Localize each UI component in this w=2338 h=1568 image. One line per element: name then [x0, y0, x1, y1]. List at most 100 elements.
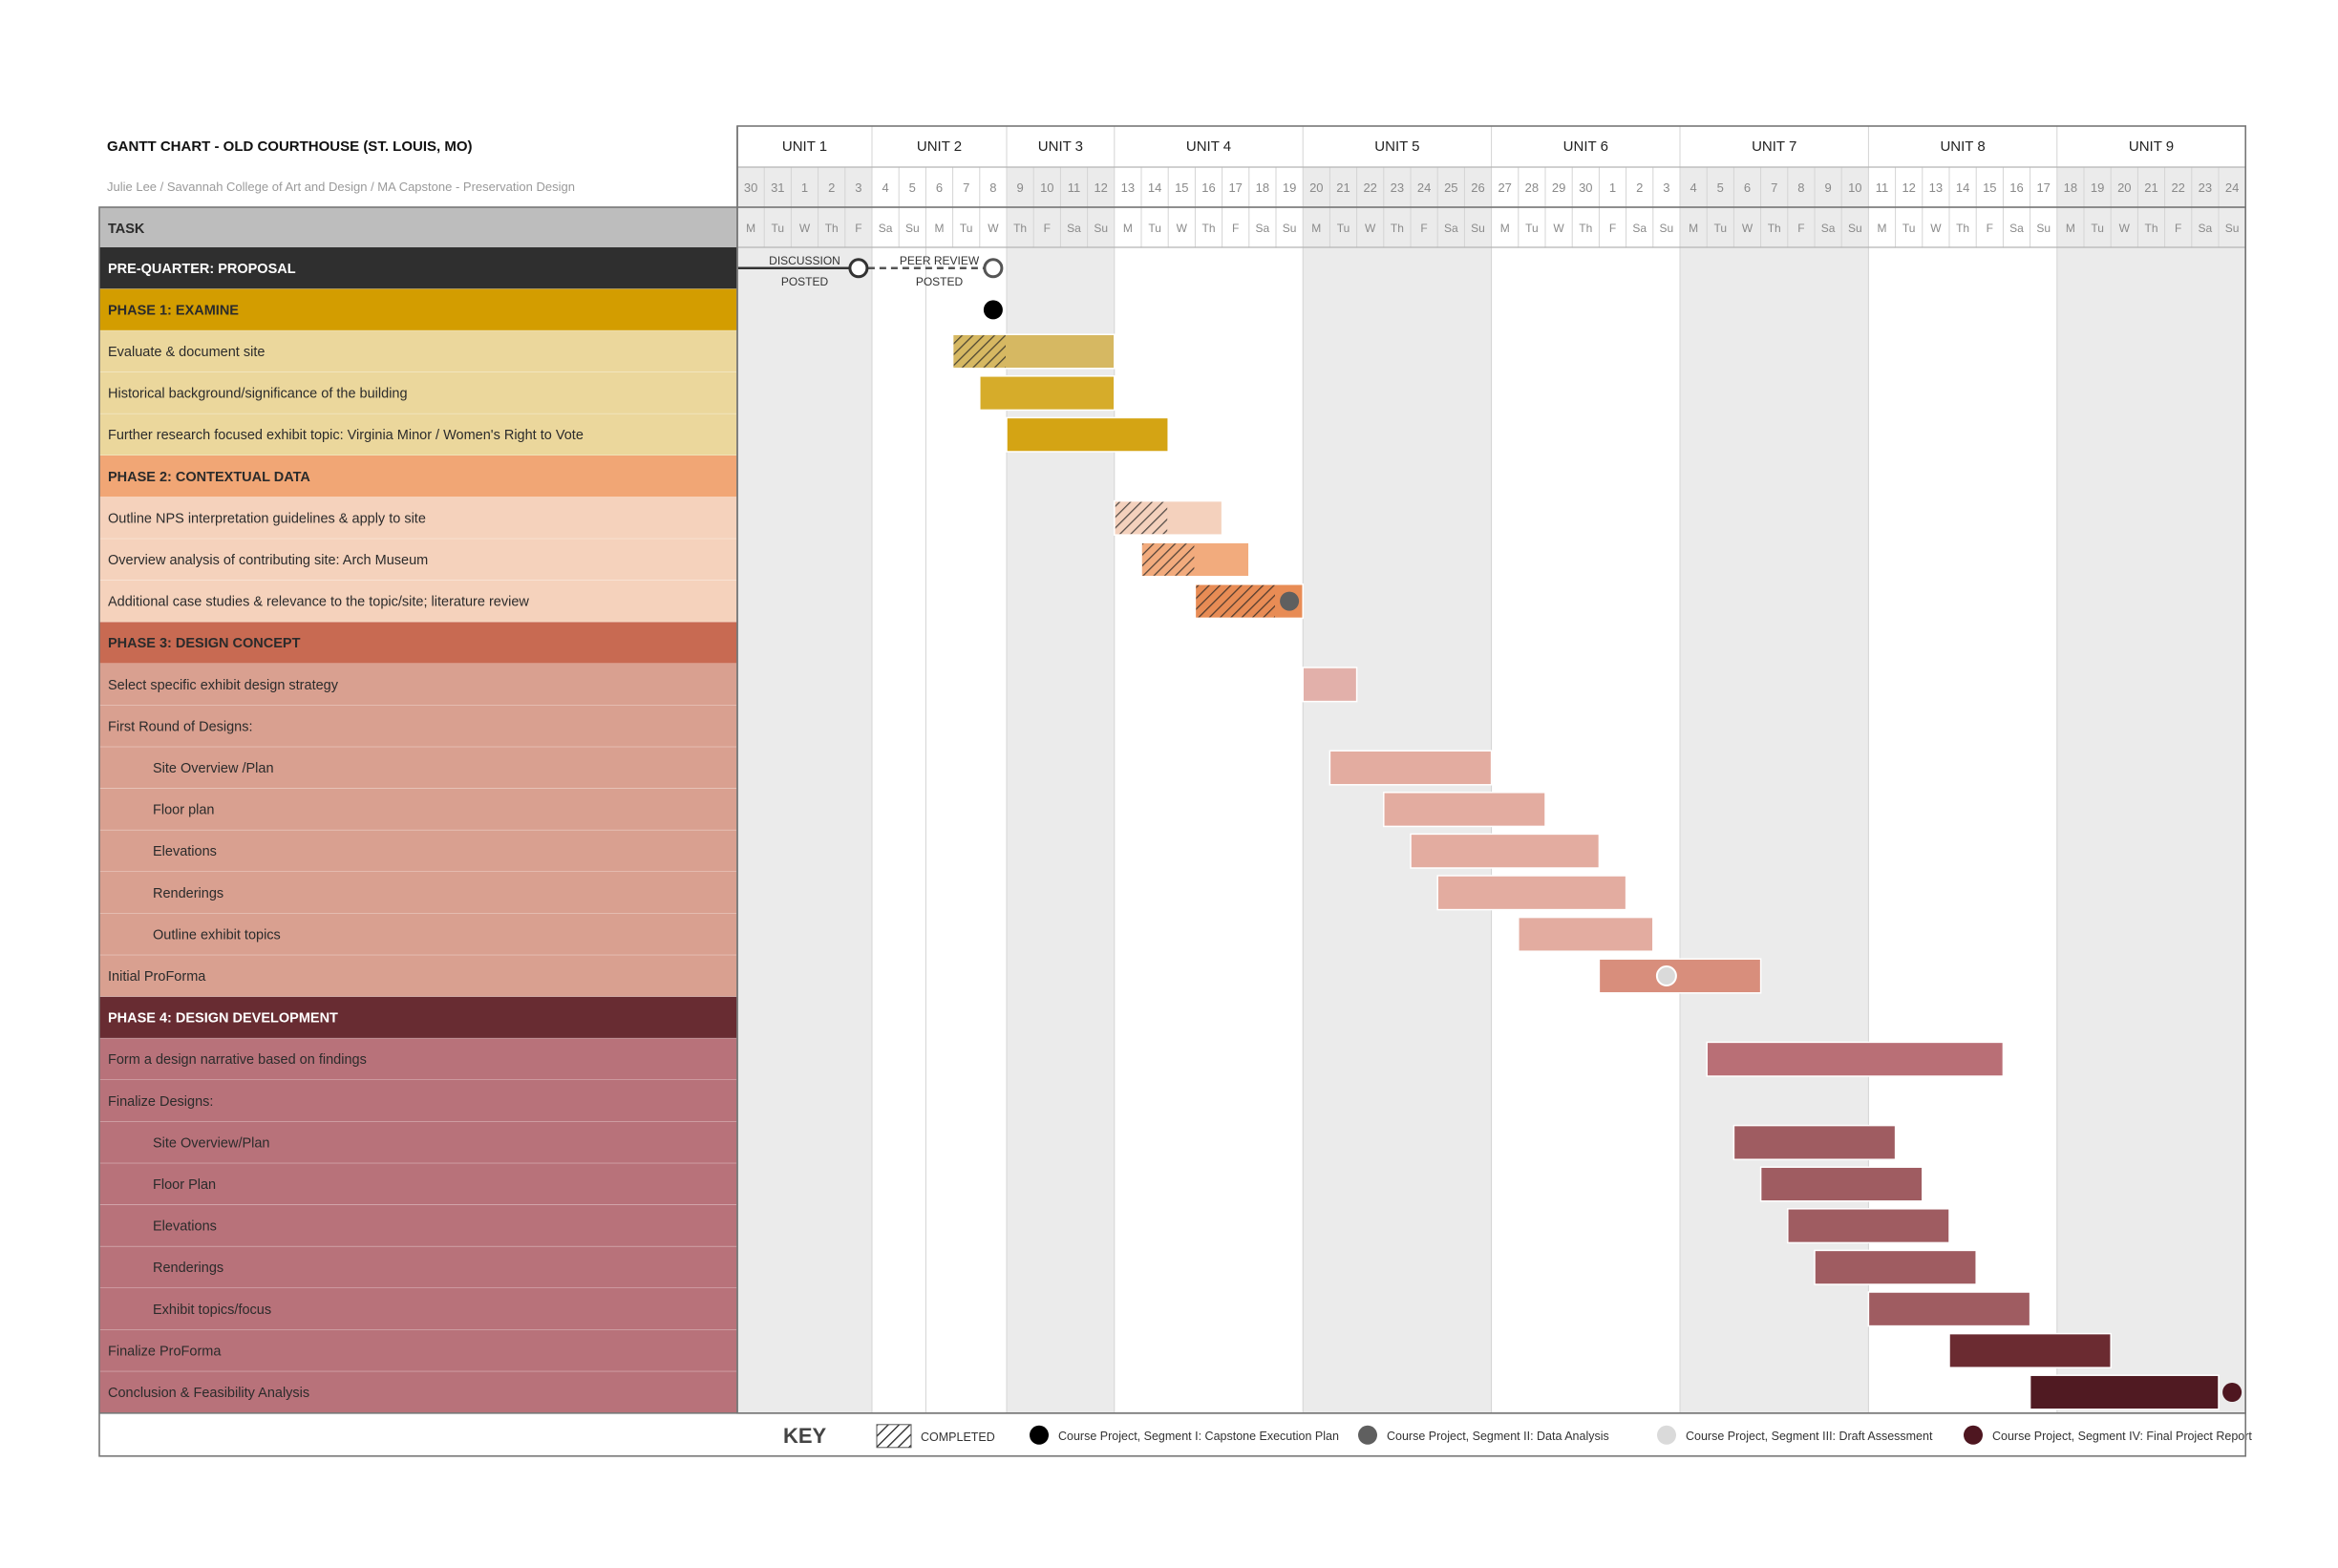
- weekday-label: Th: [2144, 222, 2157, 235]
- task-bar: [1867, 1291, 2031, 1327]
- weekday-label: Th: [1391, 222, 1404, 235]
- weekday-label: F: [855, 222, 861, 235]
- weekday-label: F: [2175, 222, 2181, 235]
- task-row-bg: [99, 1163, 737, 1205]
- task-row-bg: [99, 1121, 737, 1164]
- day-number-label: 20: [1309, 180, 1323, 195]
- task-bar: [1598, 958, 1762, 994]
- discussion-posted-marker: [848, 258, 869, 279]
- day-number-label: 29: [1552, 180, 1565, 195]
- task-row-bg: [99, 1371, 737, 1413]
- day-number-label: 15: [1983, 180, 1996, 195]
- day-number-label: 22: [1363, 180, 1376, 195]
- discussion-posted-label: POSTED: [781, 275, 829, 288]
- chart-frame: [98, 206, 2246, 1457]
- task-row-bg: [99, 580, 737, 623]
- task-bar: [1006, 416, 1169, 453]
- weekday-label: Sa: [1444, 222, 1458, 235]
- phase-label: PHASE 3: DESIGN CONCEPT: [108, 636, 301, 651]
- task-label: Site Overview /Plan: [153, 761, 274, 776]
- weekday-label: Tu: [1714, 222, 1728, 235]
- unit-label: UNIT 7: [1752, 138, 1796, 155]
- task-row-bg: [99, 1038, 737, 1080]
- task-bar: [2029, 1374, 2220, 1410]
- weekday-label: F: [1420, 222, 1427, 235]
- unit-label: UNIT 2: [917, 138, 962, 155]
- day-number-label: 23: [2199, 180, 2212, 195]
- legend-label: COMPLETED: [921, 1430, 995, 1444]
- task-row-bg: [99, 1080, 737, 1122]
- unit-shade-column: [1007, 167, 1115, 1413]
- weekday-label: F: [1044, 222, 1051, 235]
- task-label: Floor Plan: [153, 1177, 216, 1193]
- phase-label: PHASE 1: EXAMINE: [108, 303, 239, 318]
- task-row-bg: [99, 330, 737, 372]
- task-bar: [1706, 1041, 2005, 1077]
- task-row-bg: [99, 1204, 737, 1247]
- day-number-label: 23: [1391, 180, 1404, 195]
- weekday-label: Sa: [1821, 222, 1836, 235]
- day-number-label: 15: [1175, 180, 1188, 195]
- weekday-label: F: [1609, 222, 1616, 235]
- day-number-label: 14: [1148, 180, 1161, 195]
- chart-subtitle: Julie Lee / Savannah College of Art and …: [107, 180, 575, 194]
- task-label: Site Overview/Plan: [153, 1135, 270, 1151]
- day-number-label: 22: [2171, 180, 2184, 195]
- task-row-bg: [99, 1246, 737, 1288]
- day-number-label: 12: [1902, 180, 1915, 195]
- unit-shade-column: [1303, 167, 1492, 1413]
- day-number-label: 7: [1771, 180, 1777, 195]
- task-label: Finalize ProForma: [108, 1344, 222, 1359]
- day-number-label: 17: [1228, 180, 1242, 195]
- phase-label: PRE-QUARTER: PROPOSAL: [108, 262, 296, 277]
- task-bar: [1383, 792, 1546, 828]
- unit-shade-column: [2056, 167, 2246, 1413]
- day-number-label: 2: [1636, 180, 1643, 195]
- discussion-posted-label: DISCUSSION: [769, 254, 840, 267]
- day-number-label: 13: [1929, 180, 1943, 195]
- task-label: Evaluate & document site: [108, 345, 265, 360]
- weekday-label: Tu: [2091, 222, 2104, 235]
- task-label: Exhibit topics/focus: [153, 1303, 271, 1318]
- legend-dot: [1358, 1425, 1377, 1445]
- task-row-bg: [99, 1288, 737, 1330]
- task-row-bg: [99, 622, 737, 664]
- weekday-label: Th: [1768, 222, 1781, 235]
- task-bar: [1328, 750, 1493, 786]
- legend-dot: [1657, 1425, 1676, 1445]
- legend-title: KEY: [783, 1424, 827, 1448]
- weekday-label: Su: [2225, 222, 2240, 235]
- day-number-label: 14: [1956, 180, 1969, 195]
- weekday-label: W: [2119, 222, 2131, 235]
- task-bar: [1814, 1249, 1977, 1285]
- task-row-bg: [99, 539, 737, 581]
- legend-dot: [1964, 1425, 1983, 1445]
- day-number-label: 30: [1579, 180, 1592, 195]
- phase-label: PHASE 2: CONTEXTUAL DATA: [108, 470, 310, 485]
- day-number-label: 21: [1336, 180, 1350, 195]
- day-number-label: 8: [1797, 180, 1804, 195]
- day-number-label: 7: [963, 180, 969, 195]
- weekday-label: F: [1797, 222, 1804, 235]
- weekday-label: Tu: [1148, 222, 1161, 235]
- task-label: Overview analysis of contributing site: …: [108, 553, 428, 568]
- milestone-dot: [1280, 591, 1300, 611]
- unit-shade-column: [737, 167, 872, 1413]
- day-number-label: 31: [771, 180, 784, 195]
- task-bar: [1518, 916, 1654, 952]
- weekday-label: W: [988, 222, 999, 235]
- day-number-label: 9: [1016, 180, 1023, 195]
- legend-label: Course Project, Segment I: Capstone Exec…: [1058, 1430, 1339, 1443]
- weekday-label: Tu: [960, 222, 973, 235]
- day-number-label: 5: [1717, 180, 1724, 195]
- day-number-label: 1: [1609, 180, 1616, 195]
- task-label: Conclusion & Feasibility Analysis: [108, 1386, 309, 1401]
- completed-hatch: [1115, 501, 1168, 535]
- task-bar: [1436, 875, 1627, 911]
- task-bar: [1787, 1208, 1950, 1244]
- task-label: Elevations: [153, 1219, 217, 1235]
- unit-label: UNIT 1: [782, 138, 827, 155]
- weekday-label: Sa: [2009, 222, 2024, 235]
- weekday-label: Su: [905, 222, 920, 235]
- task-row-bg: [99, 413, 737, 456]
